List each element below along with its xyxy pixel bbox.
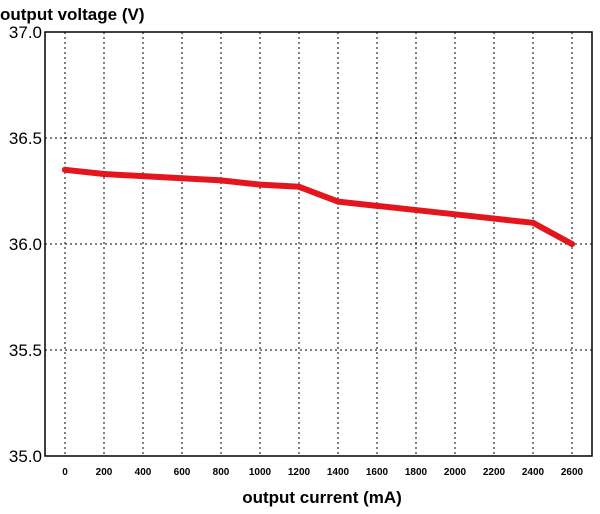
data-point [179, 175, 185, 182]
x-tick-label: 2400 [522, 467, 545, 478]
plot-area-frame [44, 31, 593, 457]
y-tick-label: 35.5 [9, 341, 42, 360]
y-tick-label: 37.0 [9, 23, 42, 42]
data-point [101, 171, 107, 178]
y-tick-label: 36.0 [9, 235, 42, 254]
x-tick-label: 1200 [288, 467, 311, 478]
x-tick-label: 2000 [444, 467, 467, 478]
y-tick-labels: 35.0 35.5 36.0 36.5 37.0 [9, 23, 42, 466]
x-tick-labels: 0 200 400 600 800 1000 1200 1400 1600 1800 2000 220… [62, 467, 583, 478]
data-point [296, 183, 302, 190]
data-point [374, 202, 380, 209]
data-point [218, 177, 224, 184]
data-point [413, 207, 419, 214]
x-tick-label: 2200 [483, 467, 506, 478]
series-points [62, 166, 575, 247]
x-tick-label: 400 [135, 467, 152, 478]
x-tick-label: 800 [213, 467, 230, 478]
data-point [62, 166, 68, 173]
x-tick-label: 600 [174, 467, 191, 478]
x-tick-label: 1000 [249, 467, 272, 478]
data-point [140, 173, 146, 180]
y-tick-label: 35.0 [9, 447, 42, 466]
x-tick-label: 2600 [561, 467, 584, 478]
grid [45, 32, 592, 456]
y-axis-title: output voltage (V) [0, 5, 144, 24]
data-point [569, 241, 575, 247]
data-point [335, 198, 341, 205]
series-line-output-voltage [62, 166, 575, 247]
x-tick-label: 1400 [327, 467, 350, 478]
x-tick-label: 200 [96, 467, 113, 478]
data-point [491, 215, 497, 222]
x-tick-label: 0 [62, 467, 68, 478]
data-point [530, 219, 536, 226]
data-point [257, 181, 263, 188]
y-tick-label: 36.5 [9, 129, 42, 148]
x-tick-label: 1800 [405, 467, 428, 478]
data-point [452, 211, 458, 218]
x-axis-title: output current (mA) [242, 488, 402, 507]
x-tick-label: 1600 [366, 467, 389, 478]
